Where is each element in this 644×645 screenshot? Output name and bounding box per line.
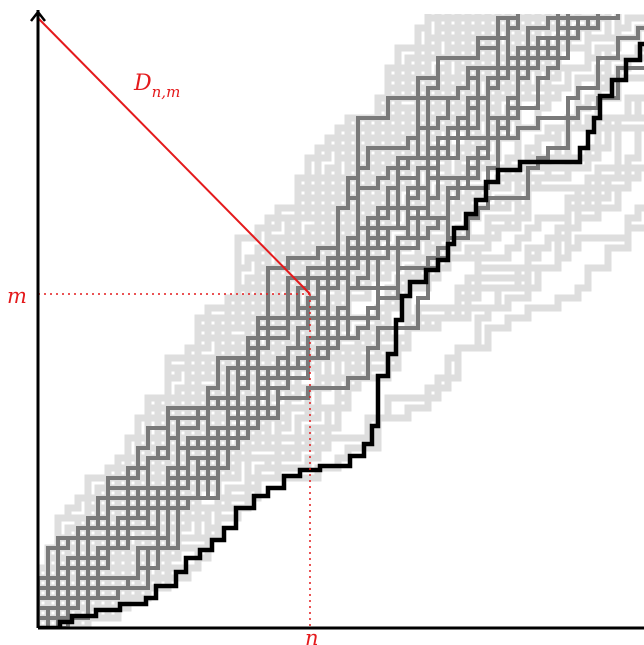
n-label: n [305, 626, 319, 645]
highlighted-lattice-path [38, 41, 644, 629]
medium-lattice-path [38, 14, 600, 629]
distance-label-subscript: n,m [152, 83, 181, 101]
medium-lattice-path [38, 66, 644, 628]
y-axis-arrowhead [30, 9, 46, 22]
medium-lattice-path [38, 14, 520, 628]
medium-lattice-path [38, 14, 620, 629]
highlighted-path-group [38, 41, 644, 629]
light-lattice-path [38, 14, 612, 629]
medium-lattice-path [38, 14, 570, 628]
distance-label: Dn,m [133, 71, 180, 101]
medium-lattice-path [38, 14, 600, 628]
m-label: m [7, 284, 27, 308]
light-lattice-path [38, 14, 602, 628]
medium-lattice-path [38, 26, 644, 628]
distance-label-main: D [133, 71, 152, 96]
medium-gray-path-cloud [38, 14, 644, 629]
distance-line [37, 17, 311, 295]
